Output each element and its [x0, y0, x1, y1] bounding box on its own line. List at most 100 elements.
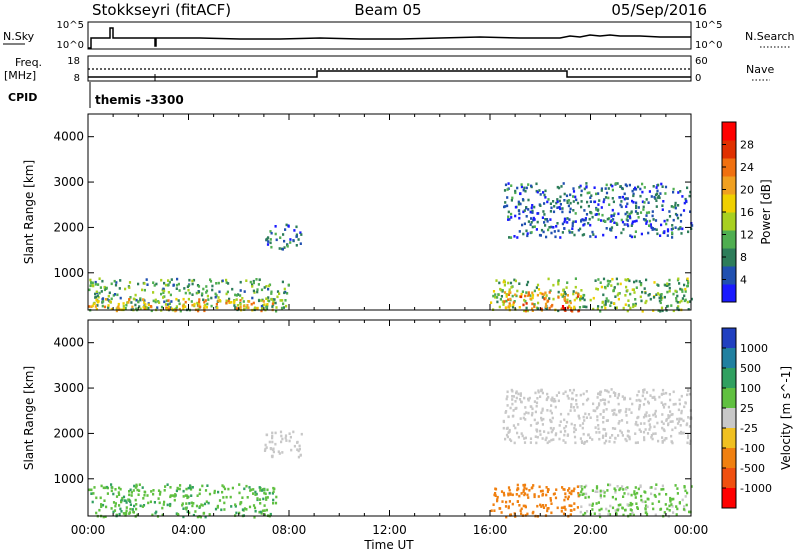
- data-cell: [157, 497, 160, 500]
- data-cell: [558, 186, 561, 190]
- data-cell: [546, 392, 549, 396]
- data-cell: [97, 283, 100, 286]
- data-cell: [646, 497, 649, 501]
- data-cell: [514, 189, 517, 193]
- data-cell: [537, 495, 540, 498]
- data-cell: [662, 406, 666, 409]
- data-cell: [582, 402, 585, 406]
- data-cell: [533, 400, 536, 403]
- data-cell: [645, 299, 648, 303]
- data-cell: [568, 210, 571, 214]
- data-cell: [626, 503, 629, 507]
- data-cell: [598, 199, 601, 202]
- data-cell: [128, 298, 131, 301]
- data-cell: [585, 484, 588, 488]
- data-cell: [259, 510, 262, 514]
- data-cell: [604, 306, 607, 310]
- data-cell: [640, 232, 643, 236]
- data-cell: [129, 507, 132, 511]
- data-cell: [96, 304, 99, 307]
- data-cell: [638, 407, 641, 411]
- data-cell: [256, 497, 259, 500]
- data-cell: [536, 397, 539, 400]
- data-cell: [110, 297, 113, 301]
- data-cell: [632, 192, 635, 196]
- data-cell: [297, 238, 300, 241]
- data-cell: [124, 307, 127, 310]
- data-cell: [572, 209, 575, 212]
- data-cell: [620, 231, 623, 235]
- data-cell: [496, 495, 499, 499]
- data-cell: [643, 186, 646, 189]
- data-cell: [498, 305, 501, 309]
- data-cell: [607, 282, 610, 286]
- data-cell: [283, 287, 286, 291]
- data-cell: [590, 211, 593, 215]
- data-cell: [635, 206, 638, 210]
- data-cell: [644, 218, 647, 222]
- data-cell: [516, 431, 519, 435]
- data-cell: [595, 502, 598, 505]
- data-cell: [588, 191, 591, 194]
- data-cell: [619, 203, 622, 207]
- data-cell: [584, 496, 587, 499]
- data-cell: [606, 217, 609, 221]
- data-cell: [505, 433, 509, 437]
- data-cell: [97, 295, 100, 299]
- data-cell: [634, 441, 637, 445]
- data-cell: [496, 296, 499, 299]
- data-cell: [571, 397, 574, 401]
- data-cell: [608, 203, 611, 206]
- data-cell: [599, 413, 602, 416]
- data-cell: [674, 402, 677, 406]
- data-cell: [681, 290, 684, 293]
- data-cell: [263, 513, 266, 516]
- data-cell: [288, 432, 291, 435]
- data-cell: [668, 504, 671, 508]
- data-cell: [269, 230, 272, 233]
- data-cell: [505, 299, 508, 303]
- data-cell: [677, 227, 680, 231]
- data-cell: [531, 511, 534, 515]
- data-cell: [507, 415, 510, 418]
- data-cell: [280, 440, 283, 444]
- data-cell: [223, 487, 227, 491]
- data-cell: [103, 285, 106, 289]
- data-cell: [191, 504, 194, 508]
- data-cell: [276, 290, 280, 293]
- data-cell: [632, 194, 635, 198]
- data-cell: [200, 503, 203, 506]
- data-cell: [262, 488, 265, 491]
- data-cell: [687, 434, 690, 437]
- data-cell: [597, 427, 600, 431]
- data-cell: [611, 197, 614, 200]
- data-cell: [584, 412, 587, 416]
- data-cell: [645, 411, 648, 414]
- data-cell: [669, 420, 672, 423]
- data-cell: [174, 493, 177, 496]
- data-cell: [514, 191, 517, 195]
- data-cell: [146, 494, 149, 497]
- data-cell: [652, 507, 655, 511]
- data-cell: [654, 432, 657, 435]
- data-cell: [147, 303, 150, 306]
- data-cell: [571, 222, 574, 225]
- data-cell: [535, 182, 538, 186]
- data-cell: [138, 305, 141, 308]
- data-cell: [182, 495, 185, 498]
- data-cell: [685, 199, 688, 203]
- data-cell: [550, 430, 553, 434]
- nave-tick-top: 60: [695, 56, 708, 67]
- data-cell: [188, 278, 191, 282]
- data-cell: [561, 305, 565, 308]
- data-cell: [611, 495, 614, 499]
- data-cell: [532, 218, 535, 222]
- data-cell: [198, 492, 201, 496]
- data-cell: [252, 281, 255, 285]
- data-cell: [556, 198, 559, 201]
- data-cell: [666, 507, 669, 511]
- data-cell: [134, 293, 137, 297]
- data-cell: [274, 225, 277, 228]
- data-cell: [271, 431, 274, 435]
- data-cell: [202, 287, 205, 291]
